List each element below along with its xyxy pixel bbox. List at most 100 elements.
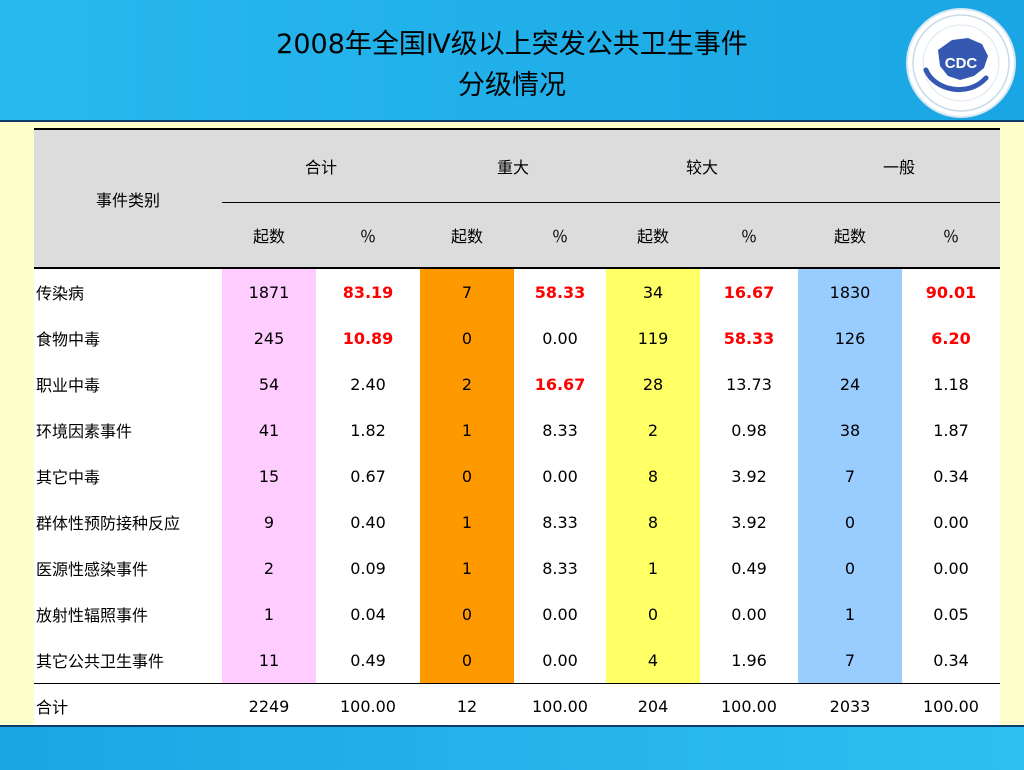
cell-major-count: 1 bbox=[420, 499, 514, 545]
cell-larger-count: 1 bbox=[606, 545, 700, 591]
total-major-percent: 100.00 bbox=[514, 683, 606, 730]
cell-total-count: 1871 bbox=[222, 268, 316, 315]
cell-larger-percent: 1.96 bbox=[700, 637, 798, 684]
subheader-count: 起数 bbox=[420, 202, 514, 268]
cell-larger-percent: 0.98 bbox=[700, 407, 798, 453]
cell-major-percent: 16.67 bbox=[514, 361, 606, 407]
cell-major-percent: 0.00 bbox=[514, 315, 606, 361]
cell-total-percent: 0.09 bbox=[316, 545, 420, 591]
page-title-line1: 2008年全国Ⅳ级以上突发公共卫生事件 bbox=[276, 29, 748, 60]
cell-larger-count: 8 bbox=[606, 499, 700, 545]
subheader-percent: ％ bbox=[514, 202, 606, 268]
cell-major-count: 0 bbox=[420, 453, 514, 499]
cell-larger-percent: 13.73 bbox=[700, 361, 798, 407]
group-header-larger: 较大 bbox=[606, 129, 798, 203]
title-banner: 2008年全国Ⅳ级以上突发公共卫生事件 分级情况 CDC bbox=[0, 0, 1024, 122]
cell-major-count: 7 bbox=[420, 268, 514, 315]
table-row: 其它公共卫生事件 11 0.49 0 0.00 4 1.96 7 0.34 bbox=[34, 637, 1000, 684]
cell-general-percent: 0.34 bbox=[902, 453, 1000, 499]
group-header-general: 一般 bbox=[798, 129, 1000, 203]
group-header-total: 合计 bbox=[222, 129, 420, 203]
row-label: 医源性感染事件 bbox=[34, 545, 222, 591]
cell-larger-count: 119 bbox=[606, 315, 700, 361]
cell-general-percent: 1.87 bbox=[902, 407, 1000, 453]
cell-larger-count: 28 bbox=[606, 361, 700, 407]
row-label: 群体性预防接种反应 bbox=[34, 499, 222, 545]
total-all-count: 2249 bbox=[222, 683, 316, 730]
cell-general-percent: 1.18 bbox=[902, 361, 1000, 407]
cell-total-percent: 0.04 bbox=[316, 591, 420, 637]
cell-major-count: 0 bbox=[420, 637, 514, 684]
total-all-percent: 100.00 bbox=[316, 683, 420, 730]
cell-general-count: 1830 bbox=[798, 268, 902, 315]
cell-total-count: 11 bbox=[222, 637, 316, 684]
cell-larger-percent: 3.92 bbox=[700, 453, 798, 499]
row-label: 环境因素事件 bbox=[34, 407, 222, 453]
subheader-percent: ％ bbox=[700, 202, 798, 268]
row-label: 其它中毒 bbox=[34, 453, 222, 499]
cell-general-count: 7 bbox=[798, 637, 902, 684]
cell-larger-percent: 0.00 bbox=[700, 591, 798, 637]
table-row: 群体性预防接种反应 9 0.40 1 8.33 8 3.92 0 0.00 bbox=[34, 499, 1000, 545]
cell-total-percent: 0.49 bbox=[316, 637, 420, 684]
cell-total-percent: 83.19 bbox=[316, 268, 420, 315]
cell-major-percent: 0.00 bbox=[514, 591, 606, 637]
cell-total-count: 15 bbox=[222, 453, 316, 499]
cell-major-count: 2 bbox=[420, 361, 514, 407]
cell-general-count: 1 bbox=[798, 591, 902, 637]
cell-major-percent: 8.33 bbox=[514, 545, 606, 591]
cell-total-count: 41 bbox=[222, 407, 316, 453]
cell-general-count: 0 bbox=[798, 499, 902, 545]
table-row: 放射性辐照事件 1 0.04 0 0.00 0 0.00 1 0.05 bbox=[34, 591, 1000, 637]
total-general-count: 2033 bbox=[798, 683, 902, 730]
cell-general-percent: 0.05 bbox=[902, 591, 1000, 637]
cell-general-count: 126 bbox=[798, 315, 902, 361]
table-row: 其它中毒 15 0.67 0 0.00 8 3.92 7 0.34 bbox=[34, 453, 1000, 499]
cell-total-percent: 0.40 bbox=[316, 499, 420, 545]
cell-larger-count: 34 bbox=[606, 268, 700, 315]
row-label: 食物中毒 bbox=[34, 315, 222, 361]
incident-table: 事件类别 合计 重大 较大 一般 起数 ％ 起数 ％ 起数 ％ 起数 ％ 传染病… bbox=[34, 128, 1000, 730]
logo-text: CDC bbox=[945, 55, 978, 72]
cell-larger-percent: 58.33 bbox=[700, 315, 798, 361]
cell-general-count: 0 bbox=[798, 545, 902, 591]
cell-total-count: 2 bbox=[222, 545, 316, 591]
category-header: 事件类别 bbox=[34, 129, 222, 268]
total-general-percent: 100.00 bbox=[902, 683, 1000, 730]
cell-general-percent: 0.00 bbox=[902, 545, 1000, 591]
cell-general-percent: 6.20 bbox=[902, 315, 1000, 361]
cell-larger-percent: 3.92 bbox=[700, 499, 798, 545]
header-row-groups: 事件类别 合计 重大 较大 一般 bbox=[34, 129, 1000, 268]
cell-total-percent: 2.40 bbox=[316, 361, 420, 407]
cell-total-percent: 0.67 bbox=[316, 453, 420, 499]
cell-general-percent: 90.01 bbox=[902, 268, 1000, 315]
subheader-percent: ％ bbox=[902, 202, 1000, 268]
cell-total-count: 54 bbox=[222, 361, 316, 407]
footer-bar bbox=[0, 725, 1024, 770]
cell-general-count: 24 bbox=[798, 361, 902, 407]
cell-general-count: 38 bbox=[798, 407, 902, 453]
cell-larger-count: 2 bbox=[606, 407, 700, 453]
cell-major-percent: 0.00 bbox=[514, 637, 606, 684]
subheader-count: 起数 bbox=[606, 202, 700, 268]
total-row: 合计 2249 100.00 12 100.00 204 100.00 2033… bbox=[34, 683, 1000, 730]
cell-larger-count: 0 bbox=[606, 591, 700, 637]
subheader-percent: ％ bbox=[316, 202, 420, 268]
cell-major-percent: 8.33 bbox=[514, 407, 606, 453]
cell-total-count: 9 bbox=[222, 499, 316, 545]
total-larger-count: 204 bbox=[606, 683, 700, 730]
cell-major-count: 1 bbox=[420, 407, 514, 453]
total-row-label: 合计 bbox=[34, 683, 222, 730]
row-label: 其它公共卫生事件 bbox=[34, 637, 222, 684]
cell-larger-count: 8 bbox=[606, 453, 700, 499]
header-row-subheaders: 起数 ％ 起数 ％ 起数 ％ 起数 ％ bbox=[34, 202, 1000, 268]
cell-larger-count: 4 bbox=[606, 637, 700, 684]
total-larger-percent: 100.00 bbox=[700, 683, 798, 730]
cell-major-percent: 0.00 bbox=[514, 453, 606, 499]
cell-major-percent: 58.33 bbox=[514, 268, 606, 315]
table-row: 医源性感染事件 2 0.09 1 8.33 1 0.49 0 0.00 bbox=[34, 545, 1000, 591]
group-header-major: 重大 bbox=[420, 129, 606, 203]
total-major-count: 12 bbox=[420, 683, 514, 730]
cell-total-percent: 1.82 bbox=[316, 407, 420, 453]
cell-major-count: 1 bbox=[420, 545, 514, 591]
